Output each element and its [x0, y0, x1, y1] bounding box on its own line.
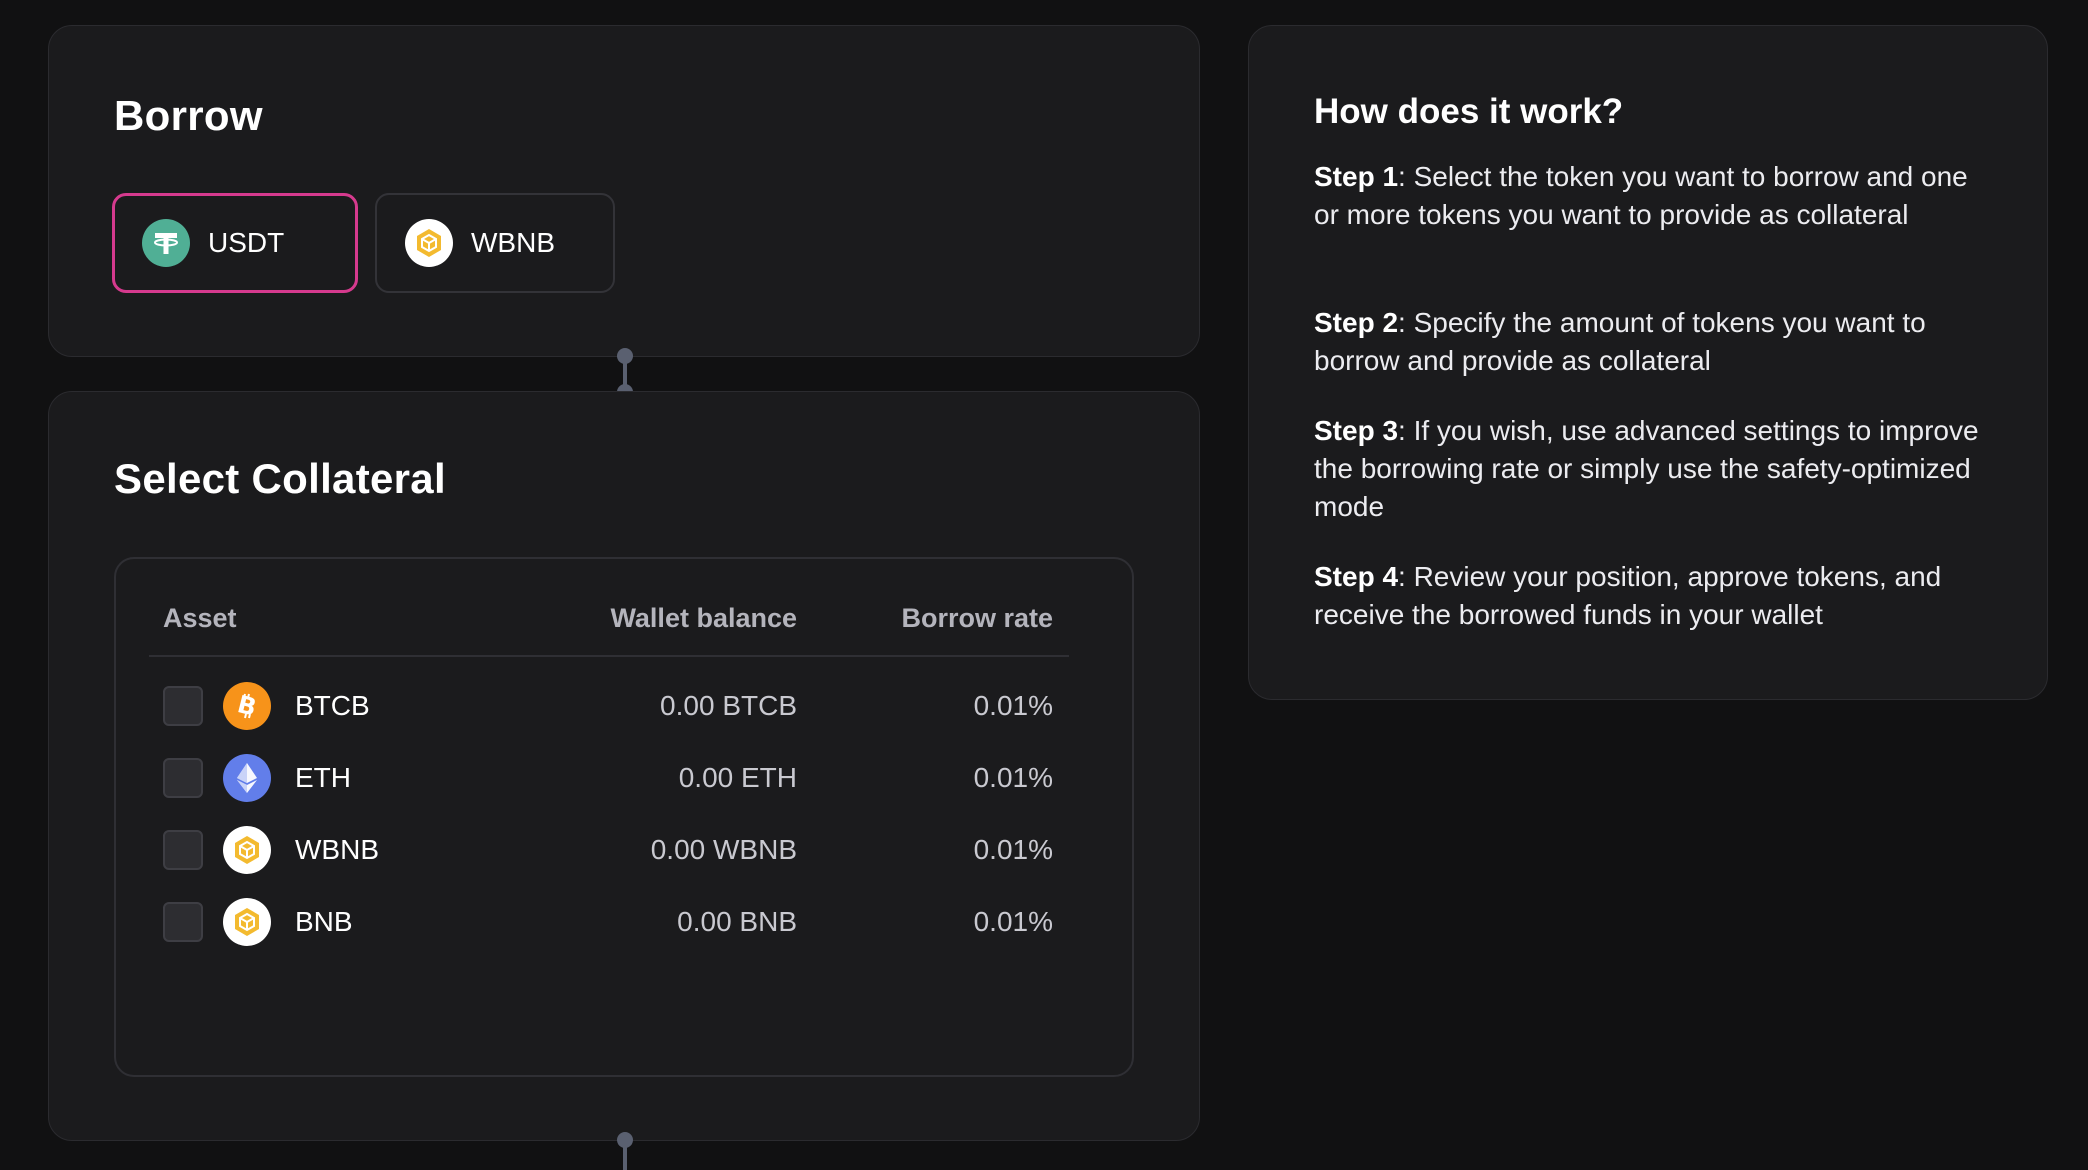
- borrow-title: Borrow: [114, 92, 263, 139]
- wallet-balance: 0.00 BNB: [677, 906, 797, 937]
- column-header-asset: Asset: [163, 603, 237, 633]
- asset-name: WBNB: [295, 834, 379, 865]
- row-checkbox[interactable]: [163, 686, 203, 726]
- step-1: Step 1: Select the token you want to bor…: [1314, 158, 1994, 234]
- token-label-wbnb: WBNB: [471, 227, 555, 258]
- bitcoin-icon: B: [223, 682, 271, 730]
- step-label: Step 1: [1314, 161, 1399, 192]
- step-connector: [616, 1132, 634, 1170]
- collateral-card: Select Collateral Asset Wallet balance B…: [48, 391, 1200, 1141]
- table-row[interactable]: ETH 0.00 ETH 0.01%: [149, 748, 1069, 808]
- table-header: Asset Wallet balance Borrow rate: [149, 603, 1069, 657]
- step-text: : Select the token you want to borrow an…: [1314, 161, 1968, 230]
- step-label: Step 3: [1314, 415, 1399, 446]
- column-header-wallet-balance: Wallet balance: [610, 603, 797, 633]
- asset-name: BNB: [295, 906, 353, 937]
- column-header-borrow-rate: Borrow rate: [901, 603, 1053, 633]
- borrow-rate: 0.01%: [973, 690, 1053, 721]
- borrow-rate: 0.01%: [973, 762, 1053, 793]
- asset-name: ETH: [295, 762, 351, 793]
- step-label: Step 2: [1314, 307, 1399, 338]
- wallet-balance: 0.00 BTCB: [660, 690, 797, 721]
- bnb-icon: [223, 826, 271, 874]
- how-it-works-title: How does it work?: [1314, 92, 1624, 131]
- wallet-balance: 0.00 WBNB: [650, 834, 797, 865]
- token-label-usdt: USDT: [208, 227, 285, 258]
- borrow-rate: 0.01%: [973, 906, 1053, 937]
- borrow-card: Borrow USDT WBNB: [48, 25, 1200, 357]
- collateral-table: Asset Wallet balance Borrow rate B BTCB …: [114, 557, 1134, 1077]
- token-button-usdt[interactable]: USDT: [112, 193, 358, 293]
- step-text: : If you wish, use advanced settings to …: [1314, 415, 1979, 522]
- step-text: : Review your position, approve tokens, …: [1314, 561, 1942, 630]
- step-3: Step 3: If you wish, use advanced settin…: [1314, 412, 1994, 526]
- wallet-balance: 0.00 ETH: [678, 762, 797, 793]
- ethereum-icon: [223, 754, 271, 802]
- borrow-rate: 0.01%: [973, 834, 1053, 865]
- svg-text:B: B: [235, 691, 260, 721]
- step-text: : Specify the amount of tokens you want …: [1314, 307, 1926, 376]
- token-button-wbnb[interactable]: WBNB: [375, 193, 615, 293]
- step-label: Step 4: [1314, 561, 1399, 592]
- row-checkbox[interactable]: [163, 902, 203, 942]
- table-row[interactable]: BNB 0.00 BNB 0.01%: [149, 892, 1069, 952]
- table-row[interactable]: B BTCB 0.00 BTCB 0.01%: [149, 676, 1069, 736]
- how-it-works-card: How does it work? Step 1: Select the tok…: [1248, 25, 2048, 700]
- step-2: Step 2: Specify the amount of tokens you…: [1314, 304, 1994, 380]
- table-row[interactable]: WBNB 0.00 WBNB 0.01%: [149, 820, 1069, 880]
- row-checkbox[interactable]: [163, 758, 203, 798]
- bnb-icon: [223, 898, 271, 946]
- bnb-icon: [405, 219, 453, 267]
- collateral-title: Select Collateral: [114, 455, 446, 502]
- asset-name: BTCB: [295, 690, 370, 721]
- row-checkbox[interactable]: [163, 830, 203, 870]
- step-4: Step 4: Review your position, approve to…: [1314, 558, 1994, 634]
- tether-icon: [142, 219, 190, 267]
